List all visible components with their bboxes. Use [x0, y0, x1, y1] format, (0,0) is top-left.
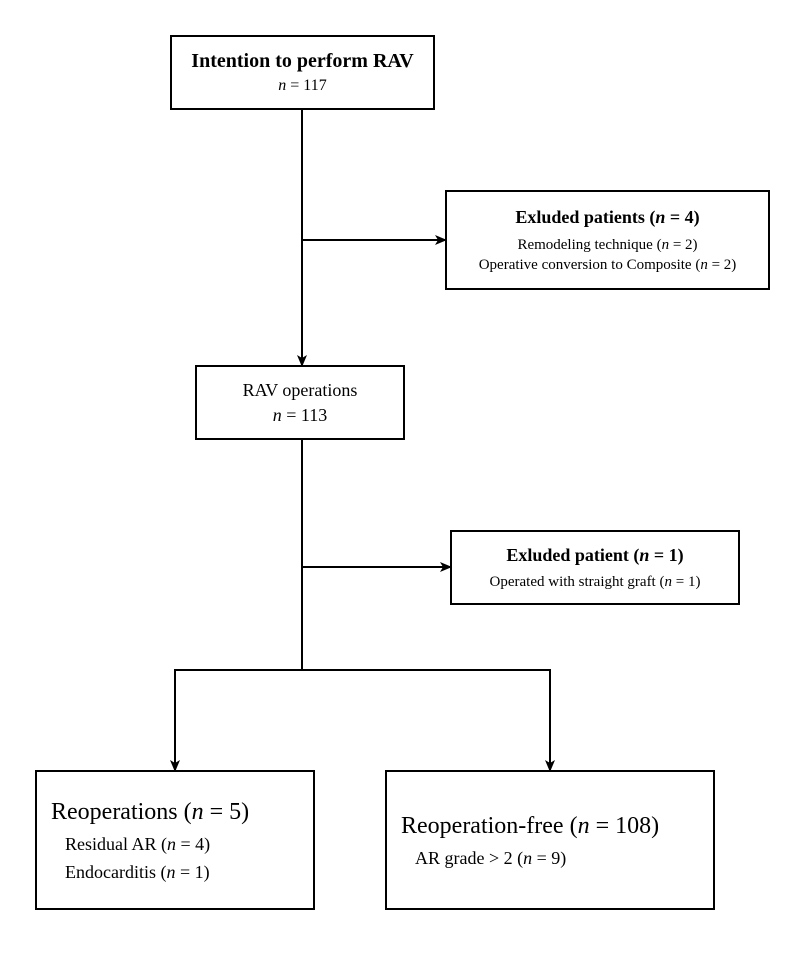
node-excluded-2: Exluded patient (n = 1) Operated with st…	[450, 530, 740, 605]
node-reoperations: Reoperations (n = 5) Residual AR (n = 4)…	[35, 770, 315, 910]
node-rav-title: RAV operations	[243, 378, 358, 402]
node-rav-n: n = 113	[273, 403, 327, 427]
node-reoperations-title: Reoperations (n = 5)	[51, 796, 249, 828]
node-excluded-1-line1: Remodeling technique (n = 2)	[517, 235, 697, 255]
node-intention-title: Intention to perform RAV	[191, 48, 413, 75]
node-excluded-2-line1: Operated with straight graft (n = 1)	[490, 572, 701, 592]
node-excluded-1: Exluded patients (n = 4) Remodeling tech…	[445, 190, 770, 290]
node-reoperations-line1: Residual AR (n = 4)	[65, 832, 210, 856]
node-excluded-1-title: Exluded patients (n = 4)	[515, 205, 699, 229]
node-reoperations-line2: Endocarditis (n = 1)	[65, 860, 210, 884]
node-reoperation-free-line1: AR grade > 2 (n = 9)	[415, 846, 566, 870]
node-excluded-1-line2: Operative conversion to Composite (n = 2…	[479, 255, 737, 275]
node-intention-n: n = 117	[278, 75, 326, 97]
node-excluded-2-title: Exluded patient (n = 1)	[506, 543, 683, 567]
node-rav-operations: RAV operations n = 113	[195, 365, 405, 440]
node-intention: Intention to perform RAV n = 117	[170, 35, 435, 110]
node-reoperation-free: Reoperation-free (n = 108) AR grade > 2 …	[385, 770, 715, 910]
node-reoperation-free-title: Reoperation-free (n = 108)	[401, 810, 659, 842]
flowchart-canvas: Intention to perform RAV n = 117 Exluded…	[0, 0, 800, 970]
